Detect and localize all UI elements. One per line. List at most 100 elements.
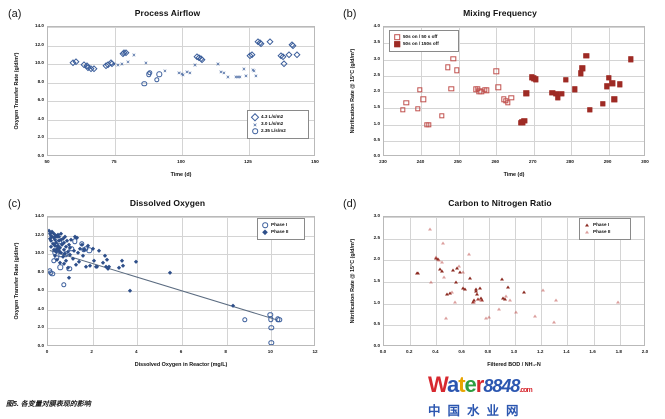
data-point bbox=[444, 64, 451, 70]
data-point bbox=[521, 117, 528, 124]
data-point bbox=[238, 65, 242, 79]
data-point bbox=[577, 70, 584, 77]
x-tick-label: 1.2 bbox=[536, 349, 544, 354]
data-point bbox=[617, 81, 623, 87]
data-point bbox=[427, 227, 432, 231]
y-axis-title-b: Nitrification Rate @ 15°C (g/d/m²) bbox=[350, 48, 356, 134]
gridline-horizontal bbox=[48, 328, 314, 330]
data-point bbox=[437, 258, 442, 262]
data-point bbox=[394, 41, 400, 48]
y-tick-label: 4.0 bbox=[37, 115, 44, 121]
data-point bbox=[167, 270, 173, 276]
data-point bbox=[499, 277, 504, 281]
gridline-vertical bbox=[226, 217, 228, 345]
logo-letter-a: a bbox=[446, 372, 459, 397]
data-point bbox=[193, 54, 197, 67]
legend-marker bbox=[394, 34, 400, 41]
data-point bbox=[583, 52, 589, 59]
legend-marker bbox=[262, 222, 268, 229]
gridline-horizontal bbox=[48, 291, 314, 293]
data-point bbox=[522, 290, 527, 294]
gridline-vertical bbox=[488, 217, 490, 345]
gridline-horizontal bbox=[48, 235, 314, 237]
legend-label: Phase II bbox=[271, 228, 289, 234]
data-point bbox=[60, 282, 67, 288]
y-tick-label: 2.0 bbox=[373, 88, 380, 93]
y-tick-label: 4.0 bbox=[373, 23, 380, 28]
data-point bbox=[234, 65, 238, 79]
y-tick-label: 1.0 bbox=[373, 299, 380, 305]
data-point bbox=[153, 77, 160, 83]
data-point bbox=[503, 294, 508, 298]
data-point bbox=[628, 56, 634, 62]
legend-b: 50s on / 50 s off 50s on / 150s off bbox=[389, 30, 459, 52]
y-tick-label: 1.5 bbox=[373, 278, 380, 283]
y-tick-label: 1.5 bbox=[373, 104, 380, 110]
x-tick-label: 290 bbox=[603, 159, 612, 164]
data-point bbox=[463, 287, 468, 290]
gridline-vertical bbox=[619, 217, 621, 345]
x-tick-label: 300 bbox=[641, 159, 649, 164]
y-tick-label: 0.0 bbox=[37, 343, 44, 348]
data-point bbox=[493, 68, 499, 74]
data-point bbox=[455, 266, 460, 270]
y-tick-label: 2.5 bbox=[373, 71, 380, 77]
data-point bbox=[440, 241, 445, 245]
data-point bbox=[144, 51, 148, 65]
data-point bbox=[605, 75, 612, 81]
panel-letter-c: (c) bbox=[8, 198, 21, 210]
data-point bbox=[198, 55, 206, 64]
y-tick-label: 8.0 bbox=[37, 268, 44, 274]
data-point bbox=[514, 310, 519, 314]
y-tick-label: 0.0 bbox=[37, 153, 44, 158]
data-point bbox=[443, 316, 448, 320]
x-tick-label: 12 bbox=[312, 349, 318, 354]
gridline-vertical bbox=[436, 217, 438, 345]
gridline-vertical bbox=[571, 27, 573, 155]
gridline-horizontal bbox=[384, 217, 644, 218]
gridline-horizontal bbox=[384, 325, 644, 327]
data-point bbox=[416, 271, 421, 275]
panel-letter-b: (b) bbox=[343, 8, 357, 20]
panel-title-a: Process Airflow bbox=[134, 8, 201, 18]
data-point bbox=[100, 260, 106, 265]
data-point bbox=[448, 86, 455, 92]
legend-item: 50s on / 50 s off bbox=[394, 34, 454, 41]
gridline-vertical bbox=[182, 217, 183, 345]
x-tick-label: 0.2 bbox=[405, 349, 413, 354]
data-point bbox=[456, 264, 461, 268]
y-tick-label: 6.0 bbox=[37, 287, 44, 293]
data-point bbox=[241, 316, 248, 323]
data-point bbox=[454, 280, 459, 284]
gridline-horizontal bbox=[48, 272, 314, 274]
legend-item: Phase I bbox=[262, 222, 300, 229]
x-tick-label: 6 bbox=[179, 349, 183, 354]
data-point bbox=[468, 276, 473, 280]
gridline-vertical bbox=[567, 217, 569, 345]
panel-a: (a) Process Airflow 0.0 2.0 4.0 6.0 8.0 10.0 12.… bbox=[0, 0, 335, 188]
data-point bbox=[116, 54, 120, 67]
y-tick-label: 2.0 bbox=[37, 134, 44, 140]
x-tick-label: 1.8 bbox=[615, 349, 622, 354]
data-point bbox=[506, 285, 511, 289]
legend-item: Phase I bbox=[584, 222, 626, 229]
x-tick-label: 1.0 bbox=[510, 349, 518, 354]
data-point bbox=[472, 300, 477, 304]
data-point bbox=[251, 113, 259, 122]
y-tick-label: 14.0 bbox=[35, 23, 44, 28]
data-point bbox=[540, 288, 545, 292]
legend-item: 2.35 L/s/m2 bbox=[252, 128, 304, 135]
data-point bbox=[600, 100, 606, 107]
legend-label: Phase II bbox=[593, 228, 611, 234]
data-point bbox=[585, 230, 589, 234]
data-point bbox=[555, 95, 561, 101]
data-point bbox=[244, 64, 248, 78]
data-point bbox=[400, 107, 406, 113]
data-point bbox=[280, 60, 288, 68]
data-point bbox=[221, 62, 226, 75]
legend-item: Phase II bbox=[262, 229, 300, 236]
y-tick-label: 12.0 bbox=[35, 231, 44, 237]
gridline-horizontal bbox=[48, 45, 314, 47]
gridline-vertical bbox=[137, 217, 139, 345]
x-tick-label: 270 bbox=[528, 159, 537, 164]
